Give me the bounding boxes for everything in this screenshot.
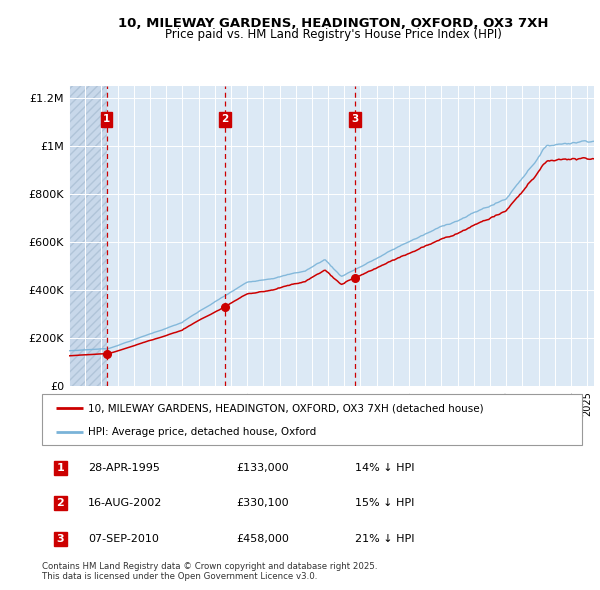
- Text: 2: 2: [56, 498, 64, 508]
- Text: 16-AUG-2002: 16-AUG-2002: [88, 498, 162, 508]
- Text: 1: 1: [56, 463, 64, 473]
- Text: 10, MILEWAY GARDENS, HEADINGTON, OXFORD, OX3 7XH (detached house): 10, MILEWAY GARDENS, HEADINGTON, OXFORD,…: [88, 403, 484, 413]
- Text: 3: 3: [352, 114, 359, 124]
- Text: 14% ↓ HPI: 14% ↓ HPI: [355, 463, 415, 473]
- FancyBboxPatch shape: [42, 394, 582, 445]
- Text: 21% ↓ HPI: 21% ↓ HPI: [355, 534, 415, 544]
- Text: Price paid vs. HM Land Registry's House Price Index (HPI): Price paid vs. HM Land Registry's House …: [164, 28, 502, 41]
- Text: 2: 2: [221, 114, 229, 124]
- Text: HPI: Average price, detached house, Oxford: HPI: Average price, detached house, Oxfo…: [88, 428, 316, 437]
- Text: 1: 1: [103, 114, 110, 124]
- Text: 28-APR-1995: 28-APR-1995: [88, 463, 160, 473]
- Text: 15% ↓ HPI: 15% ↓ HPI: [355, 498, 415, 508]
- Text: £330,100: £330,100: [236, 498, 289, 508]
- Text: £458,000: £458,000: [236, 534, 289, 544]
- Text: 3: 3: [56, 534, 64, 544]
- Text: Contains HM Land Registry data © Crown copyright and database right 2025.
This d: Contains HM Land Registry data © Crown c…: [42, 562, 377, 581]
- Text: £133,000: £133,000: [236, 463, 289, 473]
- Bar: [69, 86, 107, 386]
- Text: 07-SEP-2010: 07-SEP-2010: [88, 534, 159, 544]
- Text: 10, MILEWAY GARDENS, HEADINGTON, OXFORD, OX3 7XH: 10, MILEWAY GARDENS, HEADINGTON, OXFORD,…: [118, 17, 548, 30]
